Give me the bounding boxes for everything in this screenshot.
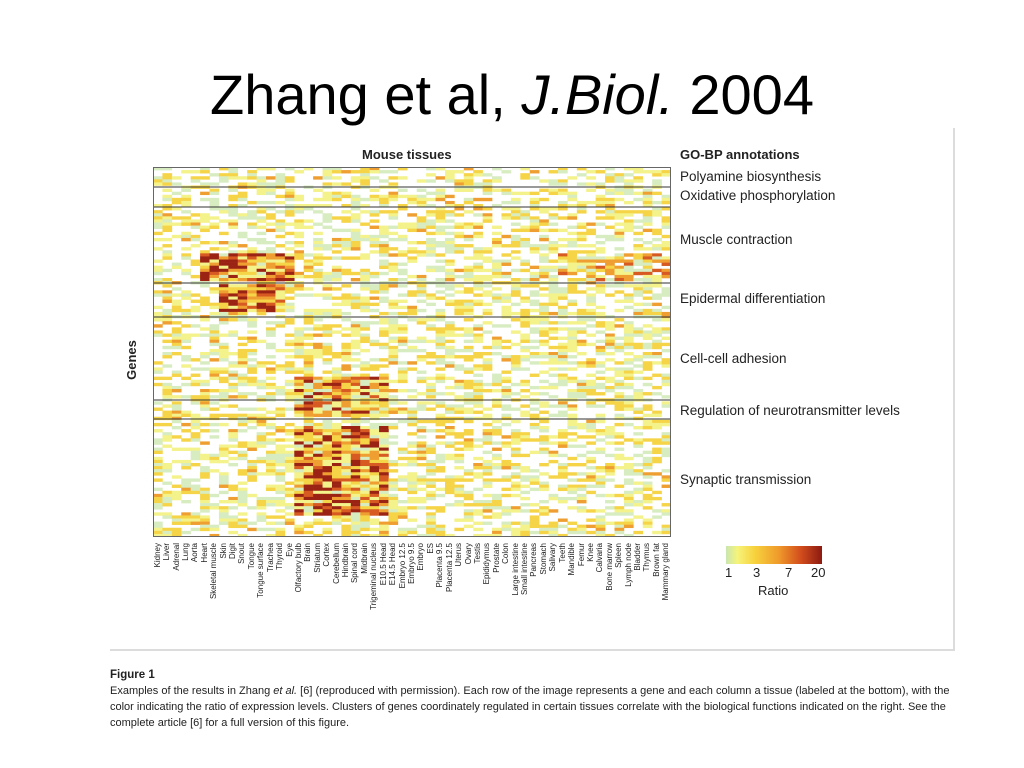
tissue-label: Prostate — [491, 543, 501, 573]
annotation-muscle-contraction: Muscle contraction — [680, 232, 793, 247]
tissue-label: Lymph node — [623, 543, 633, 587]
tissue-label: Skeletal muscle — [209, 543, 219, 600]
annotation-epidermal-differentiation: Epidermal differentiation — [680, 291, 826, 306]
heatmap-cells — [153, 167, 671, 537]
annotation-oxidative-phosphorylation: Oxidative phosphorylation — [680, 188, 836, 203]
tissue-label: Teeth — [557, 543, 567, 563]
tissue-label: Tongue — [246, 543, 256, 570]
colorbar-label: Ratio — [758, 583, 789, 598]
tissue-label: Spinal cord — [350, 543, 360, 584]
tissue-label: Aorta — [190, 543, 200, 563]
tissue-label: Mammary gland — [661, 543, 671, 601]
tissue-label: Tongue surface — [256, 543, 266, 598]
annotations-title: GO-BP annotations — [680, 147, 800, 162]
tissue-label: Testis — [472, 543, 482, 564]
tissue-label: Cortex — [322, 543, 332, 567]
caption-emphasis: et al. — [273, 685, 298, 697]
tissue-label: Digit — [228, 543, 238, 560]
tissue-label: E10.5 Head — [378, 543, 388, 586]
tissue-label: Striatum — [312, 543, 322, 573]
tissue-label: Placenta 9.5 — [435, 543, 445, 588]
tissue-label: Skin — [218, 543, 228, 559]
caption-text: Examples of the results in Zhang — [110, 685, 274, 697]
figure-panel — [110, 128, 955, 651]
tissue-label: Small intestine — [520, 543, 530, 596]
tissue-label: Adrenal — [171, 543, 181, 571]
tissue-label: ES — [425, 543, 435, 554]
tissue-label: Pancreas — [529, 543, 539, 577]
annotation-cell-cell-adhesion: Cell-cell adhesion — [680, 351, 787, 366]
tissue-label: Thyroid — [275, 543, 285, 570]
caption-text-cont: [6] (reproduced with permission). Each r… — [110, 685, 950, 729]
tissue-label: Calvaria — [595, 543, 605, 573]
tissue-label: E14.5 Head — [388, 543, 398, 586]
tissue-label: Midbrain — [359, 543, 369, 574]
tissue-label: Heart — [199, 543, 209, 563]
colorbar-tick: 20 — [811, 565, 826, 580]
tissue-label: Embryo — [416, 543, 426, 571]
tissue-label: Trigeminal nucleus — [369, 543, 379, 610]
tissue-label: Brown fat — [651, 543, 661, 577]
tissue-label: Brain — [303, 543, 313, 562]
heatmap-y-axis-title: Genes — [124, 340, 139, 380]
caption-label: Figure 1 — [110, 669, 155, 681]
tissue-label: Liver — [162, 543, 172, 561]
expression-heatmap — [153, 167, 671, 537]
tissue-label: Bone marrow — [604, 543, 614, 591]
tissue-label: Uterus — [454, 543, 464, 567]
tissue-label: Ovary — [463, 543, 473, 565]
ratio-colorbar — [726, 546, 822, 564]
tissue-label: Large intestine — [510, 543, 520, 596]
tissue-label: Embryo 12.5 — [397, 543, 407, 589]
tissue-label: Mandible — [567, 543, 577, 576]
tissue-label: Placenta 12.5 — [444, 543, 454, 592]
heatmap-x-axis-title: Mouse tissues — [362, 147, 452, 162]
tissue-label: Kidney — [152, 543, 162, 568]
tissue-label: Hindbrain — [341, 543, 351, 578]
tissue-label: Spleen — [614, 543, 624, 568]
tissue-label: Cerebellum — [331, 543, 341, 584]
annotation-polyamine-biosynthesis: Polyamine biosynthesis — [680, 169, 822, 184]
heatmap-border — [153, 167, 671, 537]
colorbar-tick: 3 — [753, 565, 761, 580]
tissue-label: Trachea — [265, 543, 275, 573]
colorbar-tick: 1 — [725, 565, 733, 580]
slide-title: Zhang et al, J.Biol. 2004 — [210, 63, 814, 126]
tissue-label: Colon — [501, 543, 511, 564]
tissue-labels: Kidney Liver Adrenal Lung Aorta Heart Skeletal… — [153, 543, 671, 655]
tissue-label: Snout — [237, 543, 247, 564]
tissue-label: Epididymus — [482, 543, 492, 585]
tissue-label: Bladder — [633, 543, 643, 571]
annotation-regulation-of-neurotransmitter-levels: Regulation of neurotransmitter levels — [680, 403, 900, 418]
tissue-label: Eye — [284, 543, 294, 557]
tissue-label: Thymus — [642, 543, 652, 572]
colorbar-tick: 7 — [785, 565, 793, 580]
figure-caption: Figure 1 Examples of the results in Zhan… — [110, 667, 960, 731]
tissue-label: Embryo 9.5 — [407, 543, 416, 584]
tissue-label: Knee — [585, 543, 595, 562]
tissue-label: Femur — [576, 543, 586, 567]
tissue-label: Salivary — [548, 543, 558, 572]
annotation-synaptic-transmission: Synaptic transmission — [680, 472, 812, 487]
tissue-label: Lung — [180, 543, 190, 561]
tissue-label: Stomach — [538, 543, 548, 575]
tissue-label: Olfactory bulb — [293, 543, 303, 593]
